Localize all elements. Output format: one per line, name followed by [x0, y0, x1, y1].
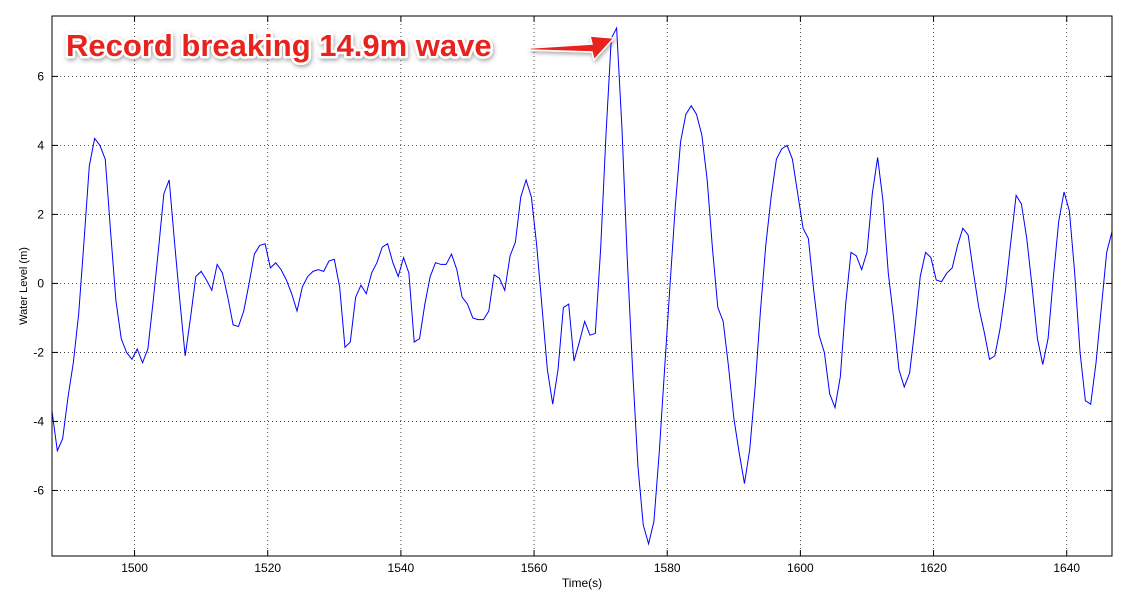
y-tick-label: -4 — [33, 414, 44, 428]
plot-area — [51, 26, 1113, 546]
x-tick-label: 1520 — [254, 561, 281, 575]
x-tick-label: 1540 — [388, 561, 415, 575]
x-tick-label: 1600 — [787, 561, 814, 575]
water-level-line — [51, 26, 1113, 546]
x-tick-label: 1640 — [1053, 561, 1080, 575]
axes-box — [51, 15, 1113, 557]
y-tick-label: 0 — [37, 276, 44, 290]
annotation-arrow — [529, 35, 616, 62]
x-tick-label: 1560 — [521, 561, 548, 575]
annotation-group: Record breaking 14.9m wave — [64, 26, 616, 66]
grid — [52, 16, 1112, 556]
y-axis-label: Water Level (m) — [18, 247, 30, 325]
y-tick-label: 2 — [37, 207, 44, 221]
y-tick-label: 4 — [37, 138, 44, 152]
y-tick-label: -6 — [33, 483, 44, 497]
x-tick-label: 1580 — [654, 561, 681, 575]
x-tick-label: 1500 — [121, 561, 148, 575]
y-tick-label: 6 — [37, 69, 44, 83]
x-tick-label: 1620 — [920, 561, 947, 575]
x-axis-label: Time(s) — [562, 576, 602, 590]
annotation: Record breaking 14.9m wave — [66, 28, 492, 63]
y-tick-label: -2 — [33, 345, 44, 359]
